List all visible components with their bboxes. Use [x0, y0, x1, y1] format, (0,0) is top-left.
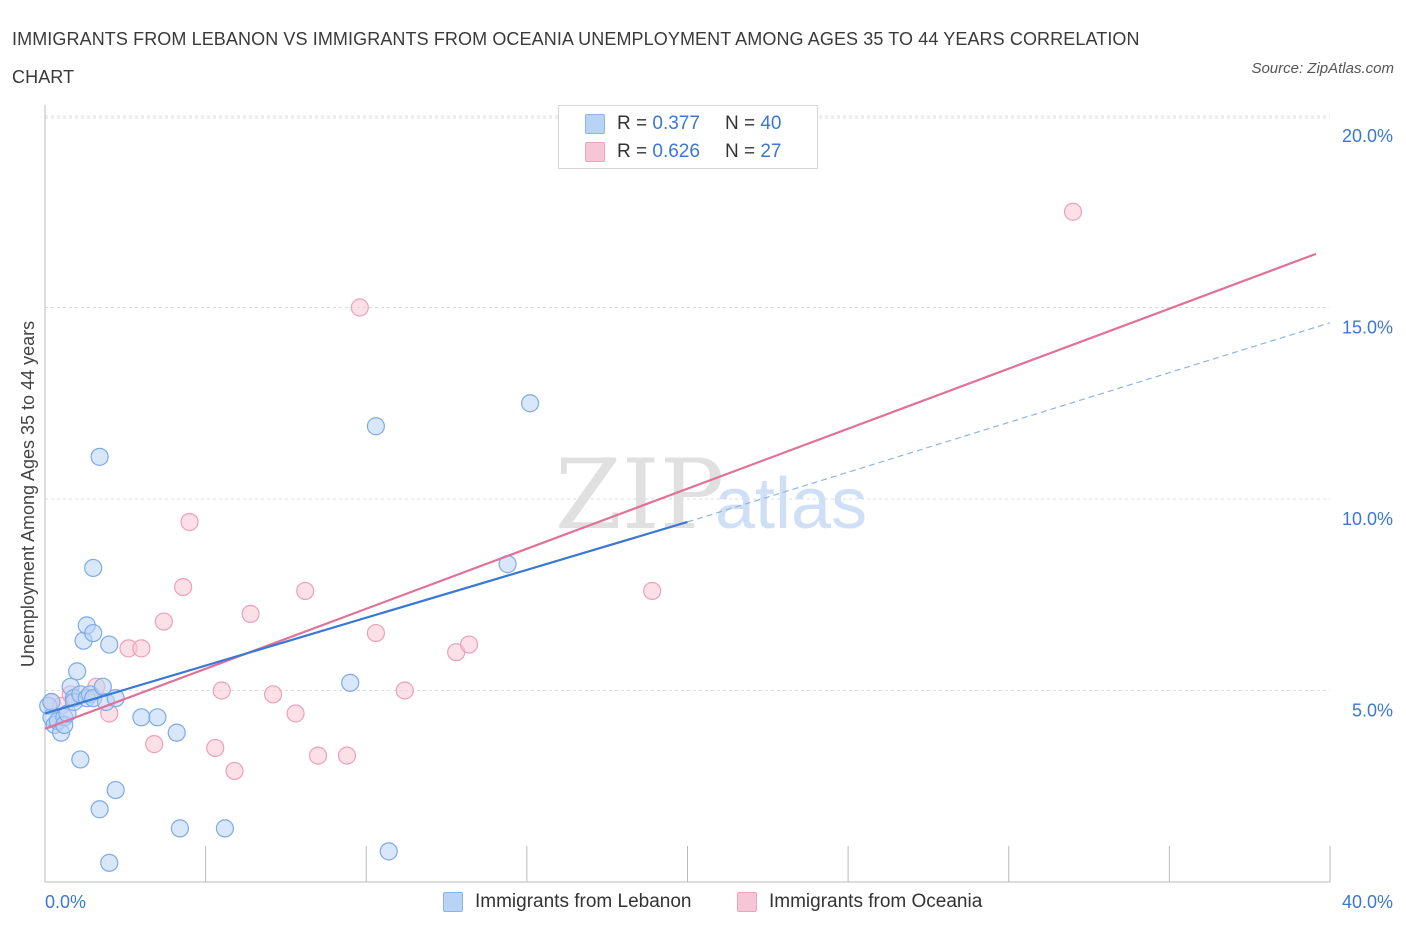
lebanon-point	[171, 820, 188, 837]
y-tick-label: 15.0%	[1342, 318, 1393, 338]
bottom-legend-label-oceania: Immigrants from Oceania	[769, 891, 982, 913]
legend-swatch-lebanon	[585, 114, 605, 134]
oceania-point	[396, 682, 413, 699]
oceania-point	[181, 513, 198, 530]
lebanon-point	[101, 854, 118, 871]
oceania-point	[644, 582, 661, 599]
bottom-legend-label-lebanon: Immigrants from Lebanon	[475, 891, 692, 913]
lebanon-point	[342, 674, 359, 691]
oceania-point	[242, 605, 259, 622]
oceania-point	[351, 299, 368, 316]
legend-swatch-oceania	[585, 142, 605, 162]
legend-r-value-oceania: 0.626	[652, 141, 714, 163]
y-tick-label: 20.0%	[1342, 126, 1393, 146]
oceania-point	[213, 682, 230, 699]
oceania-point	[133, 640, 150, 657]
y-axis-label: Unemployment Among Ages 35 to 44 years	[18, 321, 38, 667]
oceania-point	[226, 762, 243, 779]
lebanon-point	[133, 709, 150, 726]
x-tick-label: 0.0%	[45, 892, 86, 912]
legend-r-label: R =	[617, 113, 647, 135]
x-tick-label: 40.0%	[1342, 892, 1393, 912]
lebanon-trend-line	[45, 522, 688, 714]
lebanon-point	[367, 418, 384, 435]
oceania-point	[146, 736, 163, 753]
lebanon-point	[85, 559, 102, 576]
bottom-legend-swatch-oceania	[737, 892, 757, 912]
lebanon-point	[522, 395, 539, 412]
legend-n-value-oceania: 27	[760, 141, 781, 163]
oceania-point	[338, 747, 355, 764]
lebanon-point	[85, 625, 102, 642]
legend-row-oceania: R = 0.626 N = 27	[585, 139, 781, 165]
lebanon-point	[149, 709, 166, 726]
oceania-point	[297, 582, 314, 599]
oceania-point	[1065, 203, 1082, 220]
gridlines	[45, 116, 1330, 691]
oceania-point	[265, 686, 282, 703]
watermark-zip: ZIP	[555, 439, 724, 551]
lebanon-point	[72, 751, 89, 768]
lebanon-point	[91, 801, 108, 818]
legend-n-label: N =	[725, 113, 755, 135]
lebanon-trend-extension	[688, 323, 1331, 522]
legend-row-lebanon: R = 0.377 N = 40	[585, 111, 781, 137]
bottom-legend-oceania[interactable]: Immigrants from Oceania	[737, 888, 982, 916]
lebanon-point	[168, 724, 185, 741]
oceania-point	[287, 705, 304, 722]
oceania-point	[310, 747, 327, 764]
bottom-legend-swatch-lebanon	[443, 892, 463, 912]
lebanon-point	[69, 663, 86, 680]
legend-n-label: N =	[725, 141, 755, 163]
lebanon-point	[380, 843, 397, 860]
oceania-point	[155, 613, 172, 630]
y-tick-label: 10.0%	[1342, 509, 1393, 529]
lebanon-point	[216, 820, 233, 837]
lebanon-point	[107, 782, 124, 799]
legend-n-value-lebanon: 40	[760, 113, 781, 135]
lebanon-point	[101, 636, 118, 653]
bottom-legend-lebanon[interactable]: Immigrants from Lebanon	[443, 888, 692, 916]
watermark: ZIP atlas	[555, 439, 867, 551]
watermark-atlas: atlas	[715, 464, 867, 544]
oceania-point	[175, 579, 192, 596]
legend-r-value-lebanon: 0.377	[652, 113, 714, 135]
legend-r-label: R =	[617, 141, 647, 163]
oceania-point	[461, 636, 478, 653]
y-tick-label: 5.0%	[1352, 701, 1393, 721]
oceania-point	[367, 625, 384, 642]
lebanon-point	[43, 693, 60, 710]
oceania-point	[207, 739, 224, 756]
lebanon-point	[91, 448, 108, 465]
series-lebanon-points	[40, 395, 539, 872]
correlation-legend: R = 0.377 N = 40 R = 0.626 N = 27	[558, 105, 818, 169]
